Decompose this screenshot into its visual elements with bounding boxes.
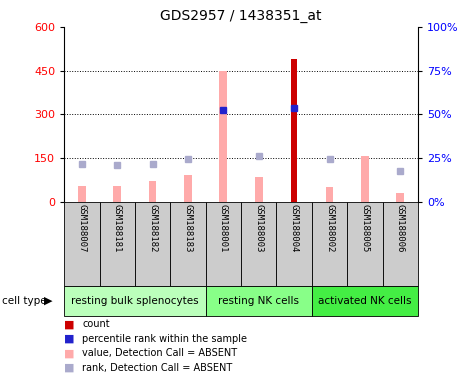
Text: ■: ■ (64, 319, 75, 329)
Text: GSM188003: GSM188003 (254, 204, 263, 253)
Bar (170, 202, 206, 286)
Bar (206, 202, 241, 286)
Text: value, Detection Call = ABSENT: value, Detection Call = ABSENT (82, 348, 238, 358)
Text: cell type: cell type (2, 296, 47, 306)
Text: percentile rank within the sample: percentile rank within the sample (82, 334, 247, 344)
Text: ■: ■ (64, 363, 75, 373)
Bar (312, 202, 347, 286)
Text: GSM188005: GSM188005 (361, 204, 370, 253)
Bar (78, 185, 86, 202)
Text: GSM188006: GSM188006 (396, 204, 405, 253)
Text: ■: ■ (64, 334, 75, 344)
Text: GSM188183: GSM188183 (183, 204, 192, 253)
Bar (99, 202, 135, 286)
Text: ■: ■ (64, 348, 75, 358)
Bar (397, 193, 404, 202)
Bar (135, 202, 171, 286)
Text: ▶: ▶ (44, 296, 53, 306)
Text: rank, Detection Call = ABSENT: rank, Detection Call = ABSENT (82, 363, 232, 373)
Bar (312, 286, 418, 316)
Bar (64, 286, 206, 316)
Bar (255, 177, 263, 202)
Bar (114, 185, 121, 202)
Bar (241, 202, 276, 286)
Text: GSM188007: GSM188007 (77, 204, 86, 253)
Text: GSM188001: GSM188001 (219, 204, 228, 253)
Text: GSM188004: GSM188004 (290, 204, 299, 253)
Text: activated NK cells: activated NK cells (318, 296, 412, 306)
Bar (149, 181, 156, 202)
Text: resting NK cells: resting NK cells (218, 296, 299, 306)
Text: resting bulk splenocytes: resting bulk splenocytes (71, 296, 199, 306)
Bar (291, 59, 297, 202)
Bar (64, 202, 100, 286)
Title: GDS2957 / 1438351_at: GDS2957 / 1438351_at (160, 9, 322, 23)
Text: GSM188181: GSM188181 (113, 204, 122, 253)
Bar (326, 187, 333, 202)
Bar (206, 286, 312, 316)
Bar (383, 202, 418, 286)
Text: GSM188002: GSM188002 (325, 204, 334, 253)
Bar (184, 175, 192, 202)
Bar (219, 71, 227, 202)
Bar (276, 202, 312, 286)
Text: GSM188182: GSM188182 (148, 204, 157, 253)
Bar (361, 156, 369, 202)
Text: count: count (82, 319, 110, 329)
Bar (347, 202, 383, 286)
